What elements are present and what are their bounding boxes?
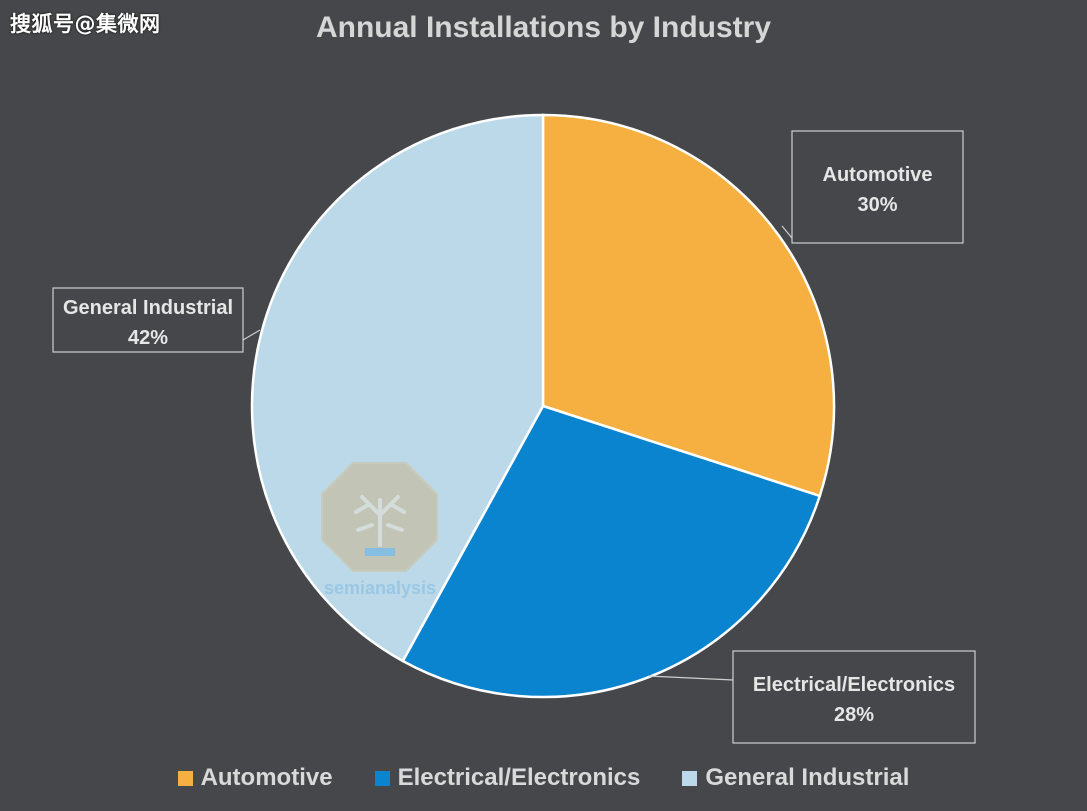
data-label-category-automotive: Automotive xyxy=(823,164,933,186)
data-label-value-automotive: 30% xyxy=(857,194,897,216)
legend-label-automotive: Automotive xyxy=(200,764,333,791)
legend-item-general: General Industrial xyxy=(682,764,909,792)
semianalysis-logo: semianalysis xyxy=(321,462,438,598)
data-label-category-electrical: Electrical/Electronics xyxy=(753,674,955,696)
data-label-callouts: Automotive 30% Electrical/Electronics 28% Ge… xyxy=(52,130,976,744)
callout-box-general xyxy=(52,287,244,353)
legend-swatch-electrical xyxy=(374,770,390,786)
legend-item-automotive: Automotive xyxy=(177,764,333,792)
callout-electrical: Electrical/Electronics 28% xyxy=(647,650,976,744)
legend-label-general: General Industrial xyxy=(705,764,910,791)
chart-title: Annual Installations by Industry xyxy=(315,11,772,44)
data-label-value-electrical: 28% xyxy=(834,704,874,726)
legend-swatch-general xyxy=(682,770,698,786)
source-watermark: 搜狐号@集微网 xyxy=(10,12,161,36)
pie-slice-automotive xyxy=(541,113,836,498)
legend-swatch-automotive xyxy=(177,770,193,786)
callout-leader-general xyxy=(242,329,261,341)
legend-item-electrical: Electrical/Electronics xyxy=(374,764,641,792)
callout-general: General Industrial 42% xyxy=(52,287,261,353)
callout-box-automotive xyxy=(791,130,964,244)
data-label-category-general: General Industrial xyxy=(63,297,233,319)
callout-leader-electrical xyxy=(647,675,734,681)
data-label-value-general: 42% xyxy=(128,327,168,349)
callout-leader-automotive xyxy=(781,225,793,239)
legend: Automotive Electrical/Electronics Genera… xyxy=(0,764,1087,792)
watermark-text: semianalysis xyxy=(324,578,436,598)
legend-label-electrical: Electrical/Electronics xyxy=(397,764,641,791)
pie-slices xyxy=(250,113,836,699)
callout-box-electrical xyxy=(732,650,976,744)
callout-automotive: Automotive 30% xyxy=(781,130,964,244)
